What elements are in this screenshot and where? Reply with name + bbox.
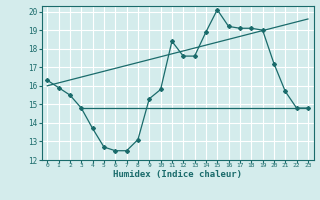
X-axis label: Humidex (Indice chaleur): Humidex (Indice chaleur) [113, 170, 242, 179]
